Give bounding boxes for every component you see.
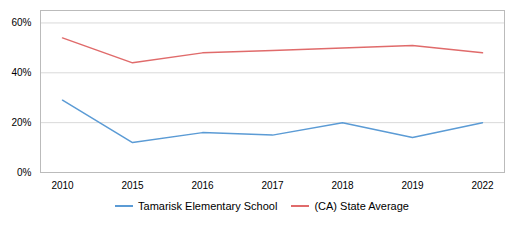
svg-text:2017: 2017 bbox=[261, 180, 284, 191]
svg-text:2015: 2015 bbox=[121, 180, 144, 191]
svg-text:2022: 2022 bbox=[471, 180, 494, 191]
svg-text:2019: 2019 bbox=[401, 180, 424, 191]
svg-text:2018: 2018 bbox=[331, 180, 354, 191]
svg-text:0%: 0% bbox=[17, 167, 32, 178]
svg-text:20%: 20% bbox=[11, 117, 31, 128]
svg-text:40%: 40% bbox=[11, 67, 31, 78]
svg-text:2010: 2010 bbox=[51, 180, 74, 191]
svg-text:2016: 2016 bbox=[191, 180, 214, 191]
html-text:(CA) State Average: (CA) State Average bbox=[314, 200, 409, 212]
svg-text:60%: 60% bbox=[11, 17, 31, 28]
html-text:Tamarisk Elementary School: Tamarisk Elementary School bbox=[138, 200, 278, 212]
